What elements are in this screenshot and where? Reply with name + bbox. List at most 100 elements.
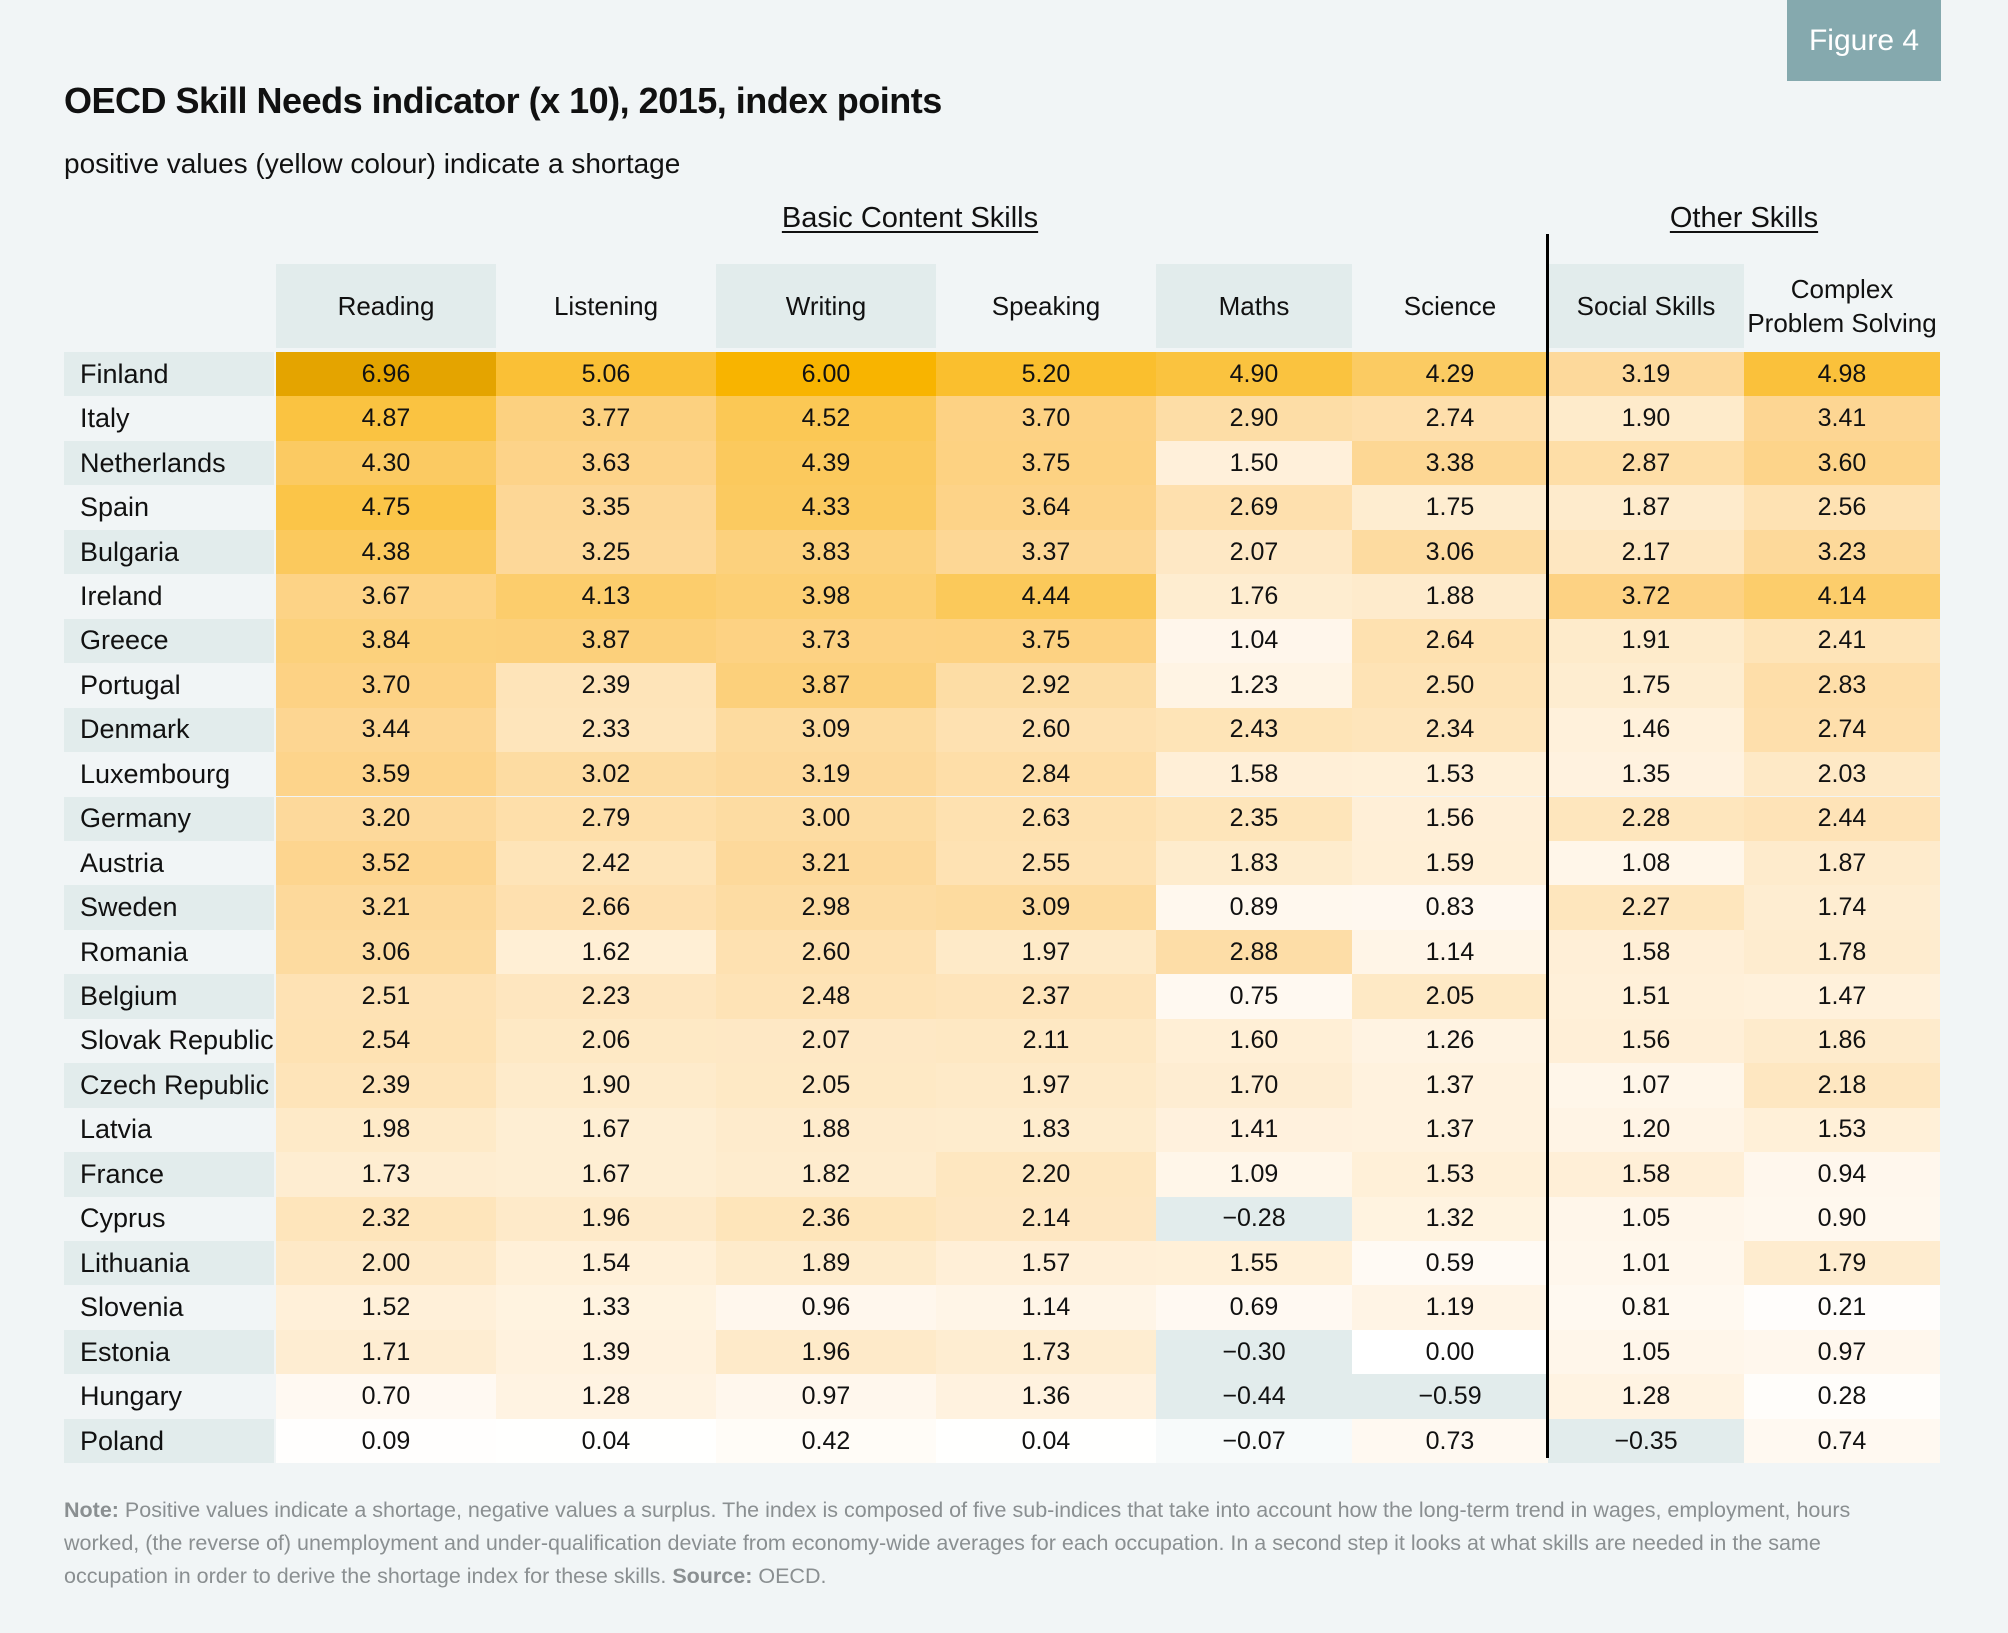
column-header-science: Science: [1403, 291, 1497, 321]
heatmap-cell: −0.59: [1352, 1374, 1548, 1419]
heatmap-cell: 1.58: [1548, 929, 1744, 975]
heatmap-cell: 1.53: [1352, 1152, 1548, 1197]
heatmap-cell: 2.56: [1744, 485, 1940, 530]
heatmap-cell: 1.82: [716, 1152, 936, 1197]
heatmap-cell: 2.42: [496, 840, 716, 886]
row-label: Ireland: [80, 580, 163, 611]
heatmap-cell: 3.20: [276, 796, 496, 841]
heatmap-cell: 1.32: [1352, 1196, 1548, 1241]
row-label: Slovenia: [80, 1292, 184, 1323]
heatmap-cell: 3.84: [276, 618, 496, 664]
column-header-complex-problem-solving: Complex Problem Solving: [1747, 274, 1937, 338]
heatmap-cell: 1.33: [496, 1285, 716, 1330]
heatmap-cell: 2.34: [1352, 707, 1548, 753]
heatmap-cell: 5.20: [936, 352, 1156, 397]
heatmap-cell: 1.20: [1548, 1107, 1744, 1153]
heatmap-cell: 3.41: [1744, 396, 1940, 441]
heatmap-cell: 4.38: [276, 529, 496, 575]
heatmap-cell: 2.11: [936, 1018, 1156, 1064]
heatmap-cell: 0.81: [1548, 1285, 1744, 1330]
heatmap-cell: 4.87: [276, 396, 496, 441]
heatmap-cell: 2.17: [1548, 529, 1744, 575]
heatmap-cell: 2.00: [276, 1241, 496, 1286]
note-label: Note:: [64, 1498, 119, 1522]
heatmap-cell: 3.83: [716, 529, 936, 575]
heatmap-cell: 1.14: [936, 1285, 1156, 1330]
heatmap-cell: 1.52: [276, 1285, 496, 1330]
note-text: Positive values indicate a shortage, neg…: [64, 1498, 1851, 1588]
heatmap-cell: −0.35: [1548, 1418, 1744, 1464]
heatmap-cell: 3.21: [716, 840, 936, 886]
heatmap-cell: 1.36: [936, 1374, 1156, 1419]
row-label: Estonia: [64, 1329, 274, 1375]
heatmap-cell: 1.97: [936, 929, 1156, 975]
row-label: Italy: [80, 403, 130, 434]
heatmap-cell: 3.64: [936, 485, 1156, 530]
heatmap-cell: 3.60: [1744, 440, 1940, 486]
heatmap-cell: 2.83: [1744, 663, 1940, 708]
chart-subtitle: positive values (yellow colour) indicate…: [64, 148, 681, 179]
heatmap-cell: 1.88: [716, 1107, 936, 1153]
heatmap-cell: 3.87: [716, 663, 936, 708]
heatmap-cell: 2.27: [1548, 885, 1744, 930]
heatmap-cell: 1.04: [1156, 618, 1352, 664]
heatmap-cell: 2.20: [936, 1152, 1156, 1197]
row-label: Cyprus: [80, 1203, 166, 1234]
heatmap-cell: 1.14: [1352, 929, 1548, 975]
row-label: Lithuania: [64, 1241, 274, 1286]
heatmap-cell: 1.56: [1548, 1018, 1744, 1064]
heatmap-cell: 2.41: [1744, 618, 1940, 664]
heatmap-cell: 1.57: [936, 1241, 1156, 1286]
heatmap-cell: −0.44: [1156, 1374, 1352, 1419]
heatmap-cell: 0.70: [276, 1374, 496, 1419]
heatmap-cell: 0.83: [1352, 885, 1548, 930]
heatmap-cell: 2.64: [1352, 618, 1548, 664]
heatmap-cell: 2.54: [276, 1018, 496, 1064]
heatmap-cell: 1.50: [1156, 440, 1352, 486]
heatmap-cell: 0.04: [496, 1418, 716, 1464]
column-header-reading: Reading: [276, 264, 496, 348]
column-header-social-skills: Social Skills: [1548, 264, 1744, 348]
heatmap-cell: 0.69: [1156, 1285, 1352, 1330]
heatmap-cell: 1.09: [1156, 1152, 1352, 1197]
group-label-other-skills: Other Skills: [1669, 202, 1819, 234]
heatmap-cell: 1.39: [496, 1329, 716, 1375]
heatmap-cell: 3.19: [1548, 352, 1744, 397]
heatmap-cell: 3.35: [496, 485, 716, 530]
heatmap-cell: 2.07: [716, 1018, 936, 1064]
heatmap-cell: 2.55: [936, 840, 1156, 886]
heatmap-cell: 1.35: [1548, 752, 1744, 797]
heatmap-cell: 3.06: [276, 929, 496, 975]
heatmap-cell: 0.89: [1156, 885, 1352, 930]
heatmap-cell: 6.00: [716, 352, 936, 397]
row-label: Austria: [80, 847, 165, 878]
heatmap-cell: 1.75: [1548, 663, 1744, 708]
row-label: Luxembourg: [80, 758, 231, 789]
heatmap-cell: 2.36: [716, 1196, 936, 1241]
heatmap-cell: 2.87: [1548, 440, 1744, 486]
heatmap-cell: 2.60: [716, 929, 936, 975]
heatmap-cell: 2.43: [1156, 707, 1352, 753]
heatmap-cell: 1.83: [936, 1107, 1156, 1153]
heatmap-cell: 1.73: [936, 1329, 1156, 1375]
heatmap-cell: 2.05: [716, 1063, 936, 1108]
heatmap-cell: 1.23: [1156, 663, 1352, 708]
heatmap-cell: 0.97: [716, 1374, 936, 1419]
row-label: Belgium: [64, 974, 274, 1019]
row-label: Slovak Republic: [80, 1025, 274, 1056]
heatmap-cell: 3.98: [716, 574, 936, 619]
heatmap-cell: 3.70: [276, 663, 496, 708]
heatmap-cell: 3.75: [936, 618, 1156, 664]
heatmap-cell: 1.08: [1548, 840, 1744, 886]
column-header-writing: Writing: [716, 264, 936, 348]
heatmap-cell: 0.00: [1352, 1329, 1548, 1375]
source-label: Source:: [672, 1564, 753, 1588]
heatmap-cell: 1.70: [1156, 1063, 1352, 1108]
row-label: Bulgaria: [64, 529, 274, 575]
heatmap-cell: 1.51: [1548, 974, 1744, 1019]
heatmap-cell: 2.74: [1744, 707, 1940, 753]
heatmap-cell: 2.84: [936, 752, 1156, 797]
heatmap-cell: 2.44: [1744, 796, 1940, 841]
heatmap-cell: 0.73: [1352, 1418, 1548, 1464]
heatmap-cell: 1.01: [1548, 1241, 1744, 1286]
